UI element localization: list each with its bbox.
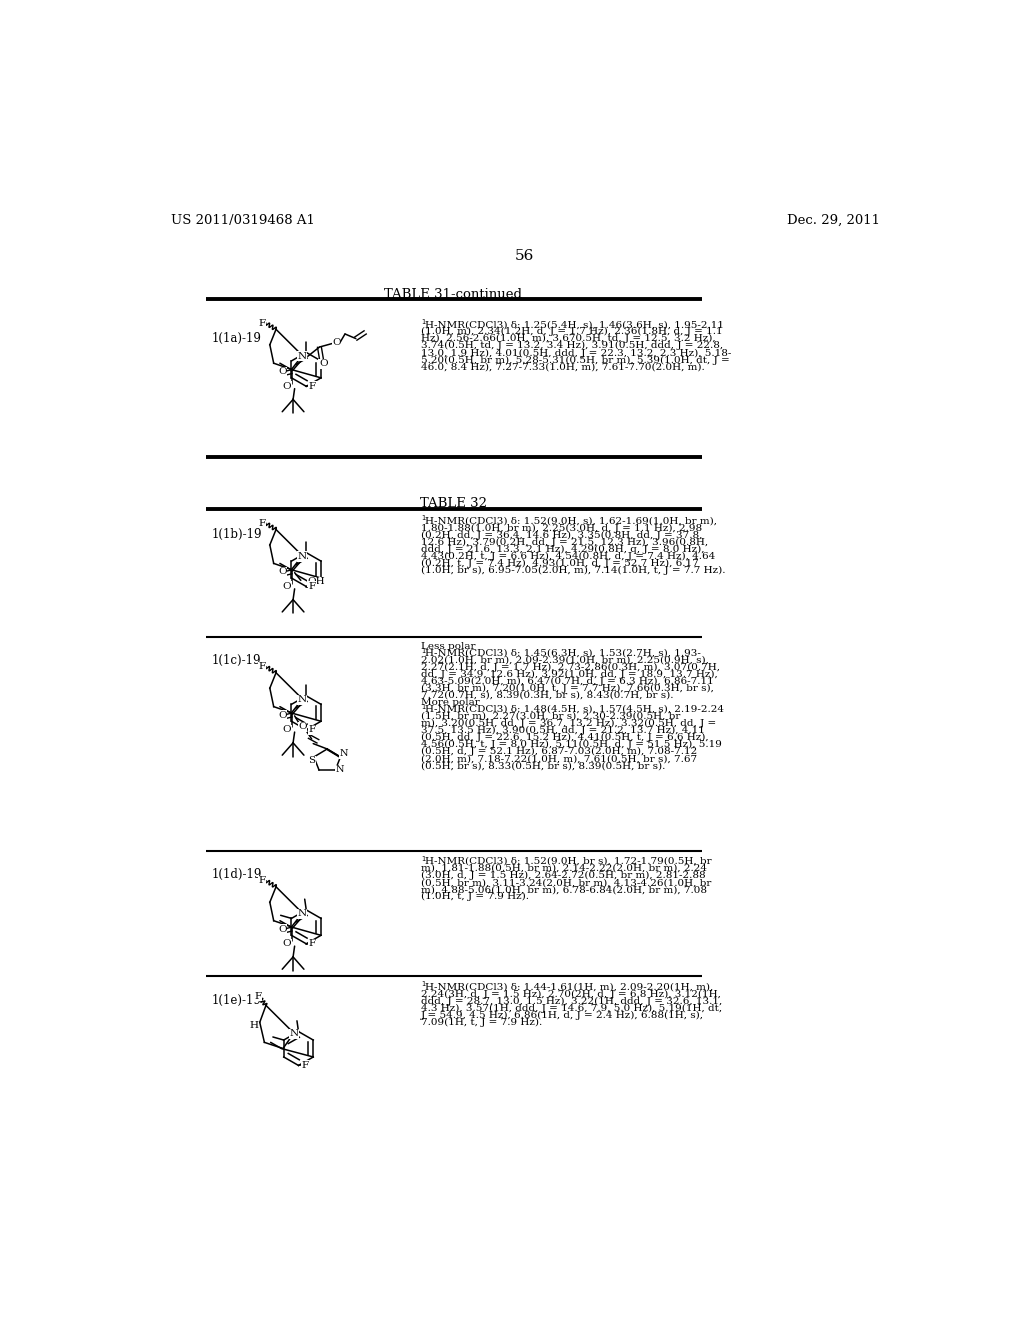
Text: O: O bbox=[278, 925, 287, 933]
Text: 1(1d)-19: 1(1d)-19 bbox=[212, 869, 262, 882]
Text: $^1$: $^1$ bbox=[421, 649, 427, 657]
Text: 1(1a)-19: 1(1a)-19 bbox=[212, 331, 261, 345]
Text: 5.20(0.5H, br m), 5.28-5.31(0.5H, br m), 5.39(1.0H, dt, J =: 5.20(0.5H, br m), 5.28-5.31(0.5H, br m),… bbox=[421, 355, 730, 364]
Text: H-NMR(CDCl3) δ: 1.48(4.5H, s), 1.57(4.5H, s), 2.19-2.24: H-NMR(CDCl3) δ: 1.48(4.5H, s), 1.57(4.5H… bbox=[425, 705, 724, 714]
Text: N: N bbox=[298, 552, 307, 561]
Text: O: O bbox=[278, 568, 287, 577]
Text: 1.80-1.88(1.0H, br m), 2.25(3.0H, d, J = 1.1 Hz), 2.98: 1.80-1.88(1.0H, br m), 2.25(3.0H, d, J =… bbox=[421, 524, 702, 533]
Text: (0.2H, t, J = 7.4 Hz), 4.93(1.0H, d, J = 52.7 Hz), 6.17: (0.2H, t, J = 7.4 Hz), 4.93(1.0H, d, J =… bbox=[421, 558, 698, 568]
Text: 12.6 Hz), 3.79(0.2H, dd, J = 21.5, 12.3 Hz), 3.96(0.8H,: 12.6 Hz), 3.79(0.2H, dd, J = 21.5, 12.3 … bbox=[421, 537, 708, 546]
Text: (1.0H, br s), 6.95-7.05(2.0H, m), 7.14(1.0H, t, J = 7.7 Hz).: (1.0H, br s), 6.95-7.05(2.0H, m), 7.14(1… bbox=[421, 566, 725, 576]
Text: 2.27(2.1H, d, J = 1.7 Hz), 2.73-2.86(0.3H, m), 3.07(0.7H,: 2.27(2.1H, d, J = 1.7 Hz), 2.73-2.86(0.3… bbox=[421, 663, 720, 672]
Text: 4.43(0.2H, t, J = 6.6 Hz), 4.54(0.8H, d, J = 7.4 Hz), 4.64: 4.43(0.2H, t, J = 6.6 Hz), 4.54(0.8H, d,… bbox=[421, 552, 715, 561]
Text: 2.24(3H, d, J = 1.5 Hz), 2.70(2H, d, J = 6.8 Hz), 3.12(1H,: 2.24(3H, d, J = 1.5 Hz), 2.70(2H, d, J =… bbox=[421, 990, 721, 998]
Text: m), 4.88-5.06(1.0H, br m), 6.78-6.84(2.0H, br m), 7.08: m), 4.88-5.06(1.0H, br m), 6.78-6.84(2.0… bbox=[421, 886, 707, 894]
Text: $^1$: $^1$ bbox=[421, 516, 427, 525]
Text: TABLE 31-continued: TABLE 31-continued bbox=[384, 288, 522, 301]
Text: H-NMR(CDCl3) δ: 1.25(5.4H, s), 1.46(3.6H, s), 1.95-2.11: H-NMR(CDCl3) δ: 1.25(5.4H, s), 1.46(3.6H… bbox=[425, 321, 724, 329]
Text: H-NMR(CDCl3) δ: 1.44-1.61(1H, m), 2.09-2.20(1H, m),: H-NMR(CDCl3) δ: 1.44-1.61(1H, m), 2.09-2… bbox=[425, 982, 713, 991]
Text: J = 54.9, 4.5 Hz), 6.86(1H, d, J = 2.4 Hz), 6.88(1H, s),: J = 54.9, 4.5 Hz), 6.86(1H, d, J = 2.4 H… bbox=[421, 1011, 703, 1020]
Text: TABLE 32: TABLE 32 bbox=[420, 498, 487, 511]
Text: (1.0H, t, J = 7.9 Hz).: (1.0H, t, J = 7.9 Hz). bbox=[421, 892, 529, 902]
Text: F: F bbox=[258, 663, 265, 671]
Text: 4.56(0.5H, t, J = 8.0 Hz), 5.11(0.5H, d, J = 51.5 Hz), 5.19: 4.56(0.5H, t, J = 8.0 Hz), 5.11(0.5H, d,… bbox=[421, 741, 722, 750]
Text: 37.5, 13.5 Hz), 3.90(0.5H, dd, J = 21.2, 13.7 Hz), 4.11: 37.5, 13.5 Hz), 3.90(0.5H, dd, J = 21.2,… bbox=[421, 726, 705, 735]
Text: 7.72(0.7H, s), 8.39(0.3H, br s), 8.43(0.7H, br s).: 7.72(0.7H, s), 8.39(0.3H, br s), 8.43(0.… bbox=[421, 690, 674, 700]
Text: F: F bbox=[309, 582, 316, 591]
Text: (0.5H, d, J = 52.1 Hz), 6.87-7.03(2.0H, m), 7.08-7.12: (0.5H, d, J = 52.1 Hz), 6.87-7.03(2.0H, … bbox=[421, 747, 697, 756]
Text: $^1$: $^1$ bbox=[421, 857, 427, 866]
Text: O: O bbox=[278, 710, 287, 719]
Text: N: N bbox=[336, 766, 344, 775]
Text: O: O bbox=[283, 381, 291, 391]
Text: Dec. 29, 2011: Dec. 29, 2011 bbox=[786, 214, 880, 227]
Text: F: F bbox=[309, 940, 316, 948]
Text: N: N bbox=[298, 352, 307, 360]
Text: 13.0, 1.9 Hz), 4.01(0.5H, ddd, J = 22.3, 13.2, 2.3 Hz), 5.18-: 13.0, 1.9 Hz), 4.01(0.5H, ddd, J = 22.3,… bbox=[421, 348, 731, 358]
Text: O: O bbox=[278, 367, 287, 376]
Text: ddd, J = 21.6, 13.3, 2.1 Hz), 4.29(0.8H, q, J = 8.0 Hz),: ddd, J = 21.6, 13.3, 2.1 Hz), 4.29(0.8H,… bbox=[421, 545, 705, 554]
Text: F: F bbox=[309, 725, 316, 734]
Text: O: O bbox=[283, 940, 291, 948]
Text: (0.5H, dd, J = 22.6, 15.2 Hz), 4.41(0.5H, t, J = 6.6 Hz),: (0.5H, dd, J = 22.6, 15.2 Hz), 4.41(0.5H… bbox=[421, 733, 709, 742]
Text: F: F bbox=[258, 318, 265, 327]
Text: m), 3.20(0.5H, dd, J = 36.7, 13.2 Hz), 3.32(0.5H, dd, J =: m), 3.20(0.5H, dd, J = 36.7, 13.2 Hz), 3… bbox=[421, 719, 716, 729]
Text: (0.2H, dd, J = 36.4, 14.6 Hz), 3.35(0.8H, dd, J = 37.8,: (0.2H, dd, J = 36.4, 14.6 Hz), 3.35(0.8H… bbox=[421, 531, 702, 540]
Text: 4.3 Hz), 3.57(1H, ddd, J = 14.6, 7.9, 5.0 Hz), 5.19(1H, dt,: 4.3 Hz), 3.57(1H, ddd, J = 14.6, 7.9, 5.… bbox=[421, 1003, 722, 1012]
Text: $^1$: $^1$ bbox=[421, 705, 427, 714]
Text: 46.0, 8.4 Hz), 7.27-7.33(1.0H, m), 7.61-7.70(2.0H, m).: 46.0, 8.4 Hz), 7.27-7.33(1.0H, m), 7.61-… bbox=[421, 363, 705, 372]
Text: $^1$: $^1$ bbox=[421, 321, 427, 329]
Text: dd, J = 34.9, 12.6 Hz), 3.92(1.0H, dd, J = 18.9, 13.7 Hz),: dd, J = 34.9, 12.6 Hz), 3.92(1.0H, dd, J… bbox=[421, 671, 718, 678]
Text: F: F bbox=[258, 876, 265, 886]
Text: H-NMR(CDCl3) δ: 1.45(6.3H, s), 1.53(2.7H, s), 1.93-: H-NMR(CDCl3) δ: 1.45(6.3H, s), 1.53(2.7H… bbox=[425, 649, 700, 657]
Text: H: H bbox=[249, 1020, 258, 1030]
Text: (1.0H, m), 2.34(1.2H, d, J = 1.7 Hz), 2.36(1.8H, d, J = 1.1: (1.0H, m), 2.34(1.2H, d, J = 1.7 Hz), 2.… bbox=[421, 327, 723, 337]
Text: O: O bbox=[298, 722, 306, 731]
Text: O: O bbox=[319, 359, 328, 368]
Text: (0.5H, br m), 3.11-3.24(2.0H, br m), 4.13-4.26(1.0H, br: (0.5H, br m), 3.11-3.24(2.0H, br m), 4.1… bbox=[421, 878, 712, 887]
Text: 4.63-5.09(2.0H, m), 6.47(0.7H, d, J = 6.3 Hz), 6.86-7.11: 4.63-5.09(2.0H, m), 6.47(0.7H, d, J = 6.… bbox=[421, 677, 714, 686]
Text: 56: 56 bbox=[515, 249, 535, 263]
Text: OH: OH bbox=[307, 577, 325, 586]
Text: (2.0H, m), 7.18-7.22(1.0H, m), 7.61(0.5H, br s), 7.67: (2.0H, m), 7.18-7.22(1.0H, m), 7.61(0.5H… bbox=[421, 754, 697, 763]
Text: (3.3H, br m), 7.20(1.0H, t, J = 7.7 Hz), 7.66(0.3H, br s),: (3.3H, br m), 7.20(1.0H, t, J = 7.7 Hz),… bbox=[421, 684, 714, 693]
Text: 1(1c)-19: 1(1c)-19 bbox=[212, 653, 261, 667]
Text: 1(1b)-19: 1(1b)-19 bbox=[212, 528, 262, 541]
Text: (0.5H, br s), 8.33(0.5H, br s), 8.39(0.5H, br s).: (0.5H, br s), 8.33(0.5H, br s), 8.39(0.5… bbox=[421, 762, 666, 770]
Text: More polar: More polar bbox=[421, 698, 479, 708]
Text: O: O bbox=[332, 338, 341, 347]
Text: $^1$: $^1$ bbox=[421, 982, 427, 991]
Text: S: S bbox=[308, 756, 315, 766]
Text: F: F bbox=[258, 519, 265, 528]
Text: N: N bbox=[339, 750, 348, 759]
Text: ddd, J = 28.7, 13.0, 1.5 Hz), 3.22(1H, ddd, J = 32.6, 13.1,: ddd, J = 28.7, 13.0, 1.5 Hz), 3.22(1H, d… bbox=[421, 997, 722, 1006]
Text: O: O bbox=[283, 725, 291, 734]
Text: N: N bbox=[290, 1030, 298, 1039]
Text: (1.5H, br m), 2.27(3.0H, br s), 2.30-2.39(0.5H, br: (1.5H, br m), 2.27(3.0H, br s), 2.30-2.3… bbox=[421, 711, 680, 721]
Text: 2.02(1.0H, br m), 2.09-2.39(1.0H, br m), 2.25(0.9H, s),: 2.02(1.0H, br m), 2.09-2.39(1.0H, br m),… bbox=[421, 656, 709, 665]
Text: 3.74(0.5H, td, J = 13.2, 3.4 Hz), 3.91(0.5H, ddd, J = 22.8,: 3.74(0.5H, td, J = 13.2, 3.4 Hz), 3.91(0… bbox=[421, 342, 723, 351]
Text: O: O bbox=[283, 582, 291, 591]
Text: N: N bbox=[298, 696, 307, 704]
Text: Hz), 2.56-2.66(1.0H, m), 3.670.5H, td, J = 12.5, 3.2 Hz),: Hz), 2.56-2.66(1.0H, m), 3.670.5H, td, J… bbox=[421, 334, 716, 343]
Text: Less polar: Less polar bbox=[421, 642, 475, 651]
Text: US 2011/0319468 A1: US 2011/0319468 A1 bbox=[171, 214, 314, 227]
Text: H-NMR(CDCl3) δ: 1.52(9.0H, br s), 1.72-1.79(0.5H, br: H-NMR(CDCl3) δ: 1.52(9.0H, br s), 1.72-1… bbox=[425, 857, 712, 866]
Text: 1(1e)-19: 1(1e)-19 bbox=[212, 994, 261, 1007]
Text: 7.09(1H, t, J = 7.9 Hz).: 7.09(1H, t, J = 7.9 Hz). bbox=[421, 1018, 542, 1027]
Text: m), 1.81-1.88(0.5H, br m), 2.14-2.22(2.0H, br m), 2.24: m), 1.81-1.88(0.5H, br m), 2.14-2.22(2.0… bbox=[421, 863, 707, 873]
Text: F: F bbox=[255, 991, 262, 1001]
Text: F: F bbox=[309, 381, 316, 391]
Text: F: F bbox=[301, 1061, 308, 1071]
Text: (3.0H, d, J = 1.5 Hz), 2.64-2.72(0.5H, br m), 2.81-2.88: (3.0H, d, J = 1.5 Hz), 2.64-2.72(0.5H, b… bbox=[421, 871, 706, 880]
Text: N: N bbox=[298, 909, 307, 919]
Text: H-NMR(CDCl3) δ: 1.52(9.0H, s), 1.62-1.69(1.0H, br m),: H-NMR(CDCl3) δ: 1.52(9.0H, s), 1.62-1.69… bbox=[425, 516, 717, 525]
